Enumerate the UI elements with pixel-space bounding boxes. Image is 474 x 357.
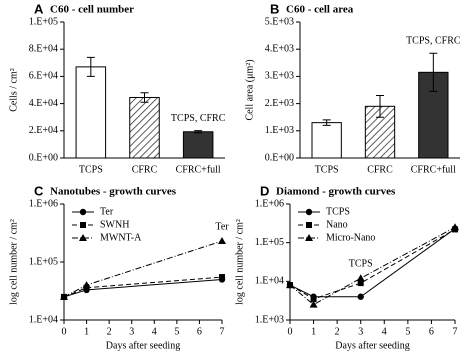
y-tick-label: 4.E+03 bbox=[265, 43, 294, 54]
point bbox=[310, 295, 317, 302]
y-tick-label: 1.E+05 bbox=[29, 256, 58, 267]
x-tick-label: 5 bbox=[405, 326, 410, 337]
y-tick-label: 1.E+05 bbox=[255, 237, 284, 248]
x-tick-label: 4 bbox=[382, 326, 387, 337]
point bbox=[82, 281, 91, 289]
error-bar bbox=[322, 119, 331, 126]
annotation: TCPS bbox=[349, 259, 373, 270]
legend-marker bbox=[305, 234, 313, 241]
error-bar bbox=[376, 94, 384, 118]
point bbox=[219, 274, 225, 281]
bar bbox=[311, 122, 342, 159]
y-tick-label: 2.E+03 bbox=[265, 98, 294, 109]
legend-label: MWNT-A bbox=[100, 232, 142, 243]
legend-marker bbox=[305, 208, 313, 216]
point bbox=[357, 280, 364, 287]
x-tick-label: 3 bbox=[129, 326, 134, 337]
y-tick-label: 0.E+00 bbox=[265, 152, 294, 163]
y-tick-label: 2.E+04 bbox=[29, 125, 58, 136]
error-bar bbox=[429, 52, 438, 92]
x-tick-label: CFRC bbox=[132, 164, 158, 175]
panel-letter: D bbox=[260, 183, 269, 198]
legend-label: Nano bbox=[326, 219, 348, 230]
x-axis-title: Days after seeding bbox=[335, 340, 409, 351]
panel-title: C60 - cell area bbox=[286, 4, 354, 16]
point bbox=[286, 281, 294, 289]
x-tick-label: 5 bbox=[174, 326, 179, 337]
panel-title: C60 - cell number bbox=[50, 4, 134, 16]
x-tick-label: CFRC bbox=[367, 164, 393, 175]
point bbox=[60, 292, 68, 300]
legend-label: Micro-Nano bbox=[326, 232, 375, 243]
error-bar bbox=[140, 92, 149, 103]
panel-title: Diamond - growth curves bbox=[276, 186, 396, 198]
x-tick-label: 1 bbox=[84, 326, 89, 337]
y-tick-label: 1.E+05 bbox=[29, 16, 58, 27]
x-tick-label: 1 bbox=[311, 326, 316, 337]
legend-label: Ter bbox=[100, 206, 114, 217]
y-axis-title: log cell number / cm² bbox=[234, 219, 245, 305]
point bbox=[357, 293, 364, 300]
x-tick-label: 2 bbox=[107, 326, 112, 337]
y-tick-label: 0.E+00 bbox=[29, 152, 58, 163]
y-tick-label: 5.E+03 bbox=[265, 16, 294, 27]
annotation: TCPS, CFRC bbox=[406, 36, 461, 47]
x-tick-label: 4 bbox=[152, 326, 157, 337]
x-tick-label: 3 bbox=[358, 326, 363, 337]
point bbox=[451, 223, 459, 231]
bar bbox=[182, 131, 214, 159]
x-tick-label: 7 bbox=[220, 326, 225, 337]
x-tick-label: 6 bbox=[197, 326, 202, 337]
x-tick-label: 0 bbox=[288, 326, 293, 337]
panel-title: Nanotubes - growth curves bbox=[50, 186, 177, 198]
panel-letter: B bbox=[270, 1, 279, 16]
x-tick-label: TCPS bbox=[315, 164, 339, 175]
legend-label: TCPS bbox=[326, 206, 350, 217]
y-tick-label: 6.E+04 bbox=[29, 71, 58, 82]
legend-marker bbox=[306, 222, 312, 228]
legend-marker bbox=[79, 234, 87, 241]
panel-letter: C bbox=[34, 183, 44, 198]
x-tick-label: CFRC+full bbox=[176, 164, 221, 175]
point bbox=[218, 237, 226, 245]
panel-letter: A bbox=[34, 1, 44, 16]
y-axis-title: log cell number / cm² bbox=[8, 219, 19, 305]
series-line bbox=[289, 226, 456, 306]
bar bbox=[75, 66, 107, 159]
x-tick-label: 7 bbox=[453, 326, 458, 337]
point bbox=[356, 274, 365, 282]
y-axis-title: Cells / cm² bbox=[8, 68, 19, 112]
annotation: Ter bbox=[215, 221, 229, 232]
point bbox=[309, 300, 318, 308]
x-tick-label: 0 bbox=[62, 326, 67, 337]
y-axis-title: Cell area (μm²) bbox=[244, 59, 255, 120]
y-tick-label: 1.E+04 bbox=[29, 314, 58, 325]
annotation: TCPS, CFRC bbox=[171, 113, 226, 124]
legend-marker bbox=[80, 222, 86, 228]
error-bar bbox=[86, 56, 95, 77]
x-tick-label: CFRC+full bbox=[411, 164, 456, 175]
y-tick-label: 4.E+04 bbox=[29, 98, 58, 109]
x-axis-title: Days after seeding bbox=[106, 340, 180, 351]
series-line bbox=[289, 228, 456, 298]
x-tick-label: 2 bbox=[335, 326, 340, 337]
y-tick-label: 1.E+04 bbox=[255, 276, 284, 287]
bar bbox=[129, 96, 160, 159]
x-tick-label: 6 bbox=[429, 326, 434, 337]
legend-marker bbox=[79, 208, 87, 216]
y-tick-label: 1.E+06 bbox=[255, 198, 284, 209]
x-tick-label: TCPS bbox=[79, 164, 103, 175]
y-tick-label: 1.E+03 bbox=[255, 314, 284, 325]
y-tick-label: 8.E+04 bbox=[29, 43, 58, 54]
y-tick-label: 1.E+06 bbox=[29, 198, 58, 209]
error-bar bbox=[194, 130, 203, 134]
y-tick-label: 1.E+03 bbox=[265, 125, 294, 136]
legend-label: SWNH bbox=[100, 219, 129, 230]
y-tick-label: 3.E+03 bbox=[265, 71, 294, 82]
